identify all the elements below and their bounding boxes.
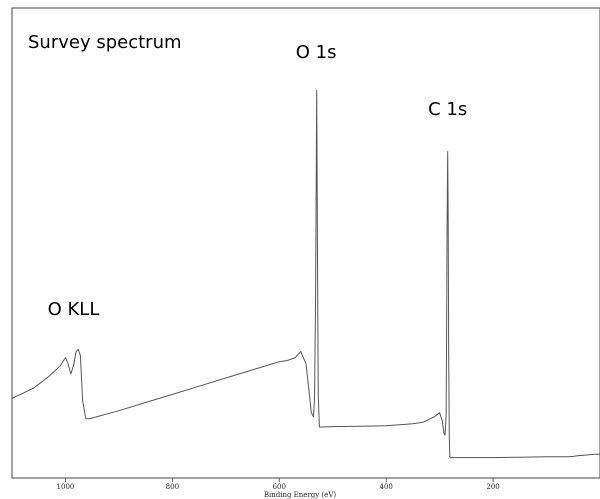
series-line-0 (11, 89, 600, 459)
chart-title: Survey spectrum (28, 32, 182, 53)
x-axis-label: Binding Energy (eV) (264, 491, 337, 499)
x-tick-label: 400 (379, 483, 392, 491)
x-tick-label: 600 (273, 483, 286, 491)
peak-label: O 1s (296, 42, 337, 63)
annotation-layer: O 1s C 1s O KLL (48, 42, 468, 320)
x-tick-label: 200 (486, 483, 499, 491)
x-tick-label: 800 (166, 483, 179, 491)
peak-label: O KLL (48, 299, 100, 320)
plot-frame (11, 7, 600, 479)
x-axis: 1000 800 600 400 200 (57, 478, 500, 491)
series-layer (11, 89, 600, 459)
x-tick-label: 1000 (57, 483, 75, 491)
peak-label: C 1s (428, 99, 467, 120)
